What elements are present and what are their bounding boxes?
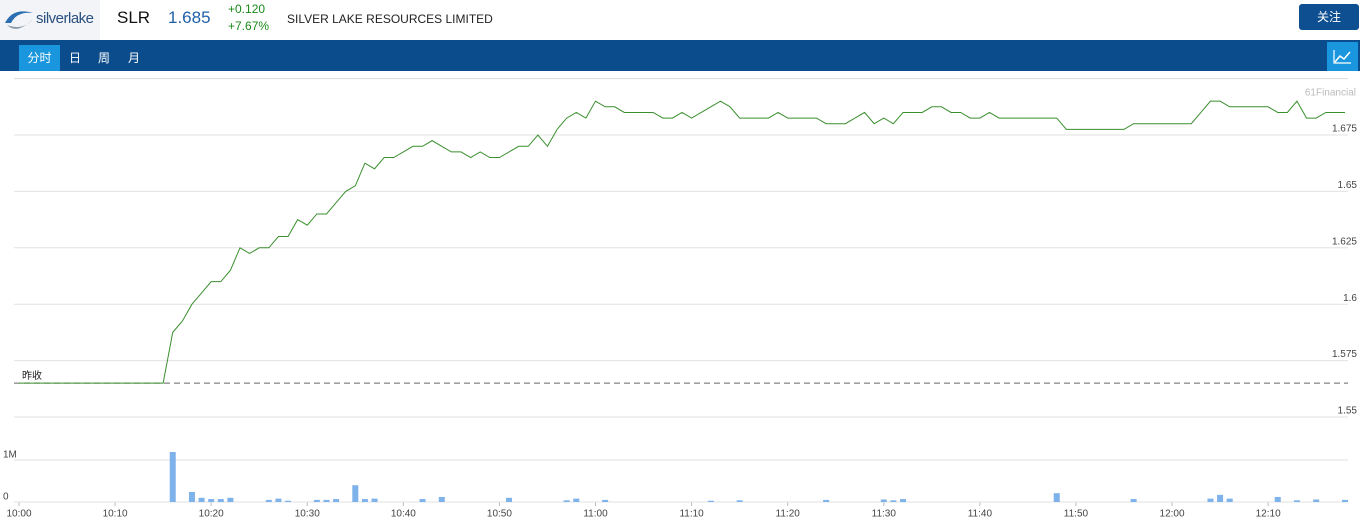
x-tick-label: 11:10: [679, 509, 704, 520]
volume-bar: [1226, 498, 1233, 502]
volume-bar: [1313, 499, 1320, 502]
y-tick-label: 1.65: [1338, 180, 1358, 191]
volume-bar: [890, 500, 897, 502]
follow-button[interactable]: 关注: [1299, 4, 1359, 30]
tab-bar: 分时 日 周 月: [0, 40, 1360, 71]
volume-bar: [736, 500, 743, 502]
company-name: SILVER LAKE RESOURCES LIMITED: [287, 12, 493, 26]
volume-bar: [1053, 493, 1060, 502]
x-tick-label: 10:50: [487, 509, 512, 520]
volume-bar: [169, 452, 176, 502]
prev-close-label: 昨收: [22, 369, 42, 382]
tab[interactable]: 周: [97, 51, 110, 65]
volume-bar: [1293, 500, 1300, 502]
volume-bar: [208, 499, 215, 502]
volume-bar: [361, 499, 368, 502]
chart-icon: [1333, 50, 1351, 64]
x-tick-label: 10:20: [199, 509, 224, 520]
y-tick-label: 1.575: [1332, 349, 1357, 360]
volume-bar: [217, 499, 224, 502]
volume-bar: [823, 499, 830, 502]
stock-price: 1.685: [168, 8, 211, 27]
volume-bar: [707, 500, 714, 502]
volume-bar: [573, 498, 580, 502]
volume-bar: [275, 498, 282, 502]
volume-bar: [198, 497, 205, 502]
y-tick-label: 1.55: [1338, 406, 1358, 417]
tab[interactable]: 分时: [19, 45, 60, 71]
y-tick-label: 1.675: [1332, 124, 1357, 135]
logo-text: silverlake: [36, 10, 94, 27]
volume-bar: [285, 500, 292, 502]
volume-bar: [419, 499, 426, 502]
logo-box: silverlake: [0, 0, 100, 40]
volume-bar: [313, 499, 320, 502]
tab[interactable]: 日: [68, 51, 81, 65]
x-tick-label: 11:30: [872, 509, 897, 520]
chart-toggle[interactable]: [1327, 42, 1358, 71]
chart: 61Financial 1.55 1.575 1.6 1.625 1.65 1.675 10…: [3, 78, 1358, 520]
x-tick-label: 11:00: [583, 509, 608, 520]
x-tick-label: 11:20: [776, 509, 801, 520]
volume-bar: [506, 497, 513, 502]
volume-bar: [880, 499, 887, 502]
tab[interactable]: 月: [127, 51, 140, 65]
price-line: [19, 100, 1345, 384]
volume-bar: [188, 491, 195, 502]
volume-bar: [563, 500, 570, 502]
price-change-pct: +7.67%: [228, 19, 270, 33]
volume-bar: [900, 499, 906, 502]
x-tick-label: 12:10: [1256, 509, 1281, 520]
volume-bar: [333, 499, 340, 502]
volume-bar: [1274, 496, 1281, 502]
volume-bar: [1130, 499, 1137, 502]
y-tick-label: 1.625: [1332, 236, 1357, 247]
volume-bar: [352, 485, 359, 502]
volume-bar: [602, 499, 609, 502]
x-tick-label: 10:40: [391, 509, 416, 520]
volume-bar: [227, 497, 234, 502]
x-tick-label: 10:30: [295, 509, 320, 520]
x-tick-label: 10:00: [6, 509, 31, 520]
volume-bar: [371, 498, 378, 502]
stock-code: SLR: [117, 8, 151, 27]
x-tick-label: 11:50: [1064, 509, 1089, 520]
logo-icon: [5, 11, 33, 29]
volume-tick-label: 1M: [3, 450, 17, 461]
price-change: +0.120: [228, 2, 266, 16]
volume-bar: [1342, 499, 1348, 502]
watermark: 61Financial: [1305, 88, 1356, 99]
header: silverlake SLR 1.685 +0.120 +7.67% SILVE…: [0, 0, 1360, 40]
volume-tick-label: 0: [3, 492, 9, 503]
x-tick-label: 11:40: [968, 509, 993, 520]
volume-bar: [1217, 494, 1224, 502]
volume-bar: [323, 499, 330, 502]
x-tick-label: 10:10: [103, 509, 128, 520]
volume-bar: [1207, 498, 1214, 502]
y-tick-label: 1.6: [1343, 293, 1357, 304]
volume-bar: [438, 496, 445, 502]
volume-bar: [265, 499, 272, 502]
x-tick-label: 12:00: [1160, 509, 1185, 520]
